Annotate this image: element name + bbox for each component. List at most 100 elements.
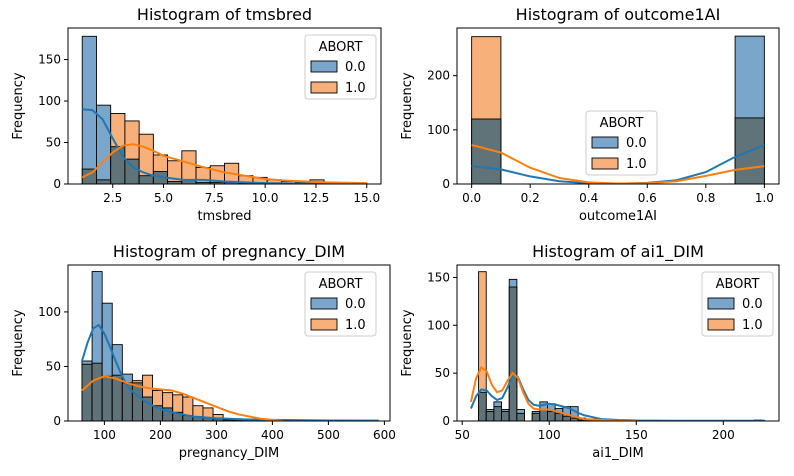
bar-overlap-3 (493, 406, 503, 421)
x-tick-label: 100 (93, 428, 116, 442)
x-tick-label: 100 (538, 428, 561, 442)
y-tick-label: 0 (53, 177, 61, 191)
y-tick-label: 50 (46, 136, 61, 150)
x-tick-label: 0.6 (638, 191, 657, 205)
x-tick-label: 15.0 (353, 191, 380, 205)
bar-overlap-3 (124, 158, 140, 184)
legend-swatch-0.0 (707, 297, 735, 310)
kde-line-1.0 (81, 143, 367, 184)
chart-title: Histogram of ai1_DIM (532, 242, 704, 262)
subplot-2: 0.0 0.2 0.4 0.6 0.8 1.0 0 100 200 Histogram of ou… (400, 5, 780, 224)
x-axis-label: tmsbred (197, 209, 251, 224)
legend-title: ABORT (319, 40, 363, 55)
x-tick-label: 500 (317, 428, 340, 442)
x-tick-label: 2.5 (103, 191, 122, 205)
kde-line-1.0 (471, 144, 765, 184)
bar-overlap-1 (91, 362, 103, 421)
x-tick-label: 12.5 (303, 191, 330, 205)
y-tick-label: 100 (427, 123, 450, 137)
kde-line-1.0 (81, 375, 284, 421)
x-tick-label: 200 (149, 428, 172, 442)
legend-label: 1.0 (345, 81, 366, 96)
legend-swatch-1.0 (310, 81, 338, 94)
legend-title: ABORT (600, 116, 644, 131)
x-tick-label: 5.0 (154, 191, 173, 205)
legend-label: 0.0 (345, 297, 366, 312)
legend: ABORT 0.0 1.0 (585, 110, 658, 176)
bar-overlap-1 (478, 391, 487, 421)
bar-overlap-4 (501, 410, 510, 421)
legend-label: 0.0 (345, 60, 366, 75)
legend-label: 0.0 (742, 297, 763, 312)
bar-overlap-2 (485, 410, 495, 421)
chart-title: Histogram of outcome1AI (516, 5, 721, 24)
bar-overlap-11 (554, 412, 564, 421)
axes-frame (456, 27, 780, 185)
axes-frame (67, 27, 382, 185)
y-tick-label: 50 (435, 366, 450, 380)
y-tick-label: 0 (442, 414, 450, 428)
y-tick-label: 150 (38, 53, 61, 67)
x-axis-label: ai1_DIM (592, 446, 643, 461)
plot-area (81, 271, 379, 421)
y-tick-label: 100 (38, 305, 61, 319)
legend-title: ABORT (716, 277, 760, 292)
y-axis-label: Frequency (11, 309, 26, 376)
y-tick-label: 100 (427, 318, 450, 332)
plot-area (471, 35, 765, 184)
legend: ABORT 0.0 1.0 (304, 34, 377, 100)
y-tick-label: 50 (46, 359, 61, 373)
kde-line-0.0 (82, 108, 367, 184)
subplot-3: 100 200 300 400 500 600 0 50 100 Histogram of pre… (11, 242, 396, 461)
bar-overlap-5 (508, 286, 518, 421)
legend-label: 1.0 (626, 157, 647, 172)
x-tick-label: 300 (205, 428, 228, 442)
bar-overlap-4 (138, 175, 154, 184)
bar-overlap-1 (96, 179, 112, 184)
x-tick-label: 1.0 (755, 191, 774, 205)
y-tick-label: 100 (38, 94, 61, 108)
x-tick-label: 0.4 (579, 191, 598, 205)
y-tick-label: 0 (53, 414, 61, 428)
y-tick-label: 200 (427, 69, 450, 83)
legend-title: ABORT (319, 277, 363, 292)
x-tick-label: 600 (373, 428, 396, 442)
y-tick-label: 0 (442, 177, 450, 191)
x-tick-label: 150 (625, 428, 648, 442)
chart-title: Histogram of pregnancy_DIM (113, 242, 345, 262)
legend-swatch-1.0 (591, 157, 619, 170)
x-tick-label: 200 (712, 428, 735, 442)
x-tick-label: 400 (261, 428, 284, 442)
kde-line-0.0 (81, 323, 379, 421)
y-axis-label: Frequency (11, 72, 26, 139)
bar-overlap-8 (531, 412, 541, 421)
legend-swatch-1.0 (707, 318, 735, 331)
bar-overlap-3 (111, 374, 123, 421)
legend-swatch-0.0 (591, 136, 619, 149)
axes-frame (67, 264, 391, 422)
legend-swatch-0.0 (310, 297, 338, 310)
y-tick-label: 150 (427, 270, 450, 284)
bar-1.0-6 (167, 160, 183, 184)
legend: ABORT 0.0 1.0 (304, 271, 377, 337)
bar-overlap-10 (547, 410, 556, 421)
x-tick-label: 7.5 (205, 191, 224, 205)
legend: ABORT 0.0 1.0 (701, 271, 774, 337)
chart-title: Histogram of tmsbred (137, 5, 312, 24)
x-tick-label: 0.0 (462, 191, 481, 205)
bar-1.0-8 (195, 166, 211, 184)
x-axis-label: outcome1AI (579, 209, 657, 224)
bar-overlap-9 (539, 409, 548, 421)
plot-area (469, 271, 766, 421)
subplot-4: 50 100 150 200 0 50 100 150 Histogram of ai1_DIM… (400, 242, 780, 461)
legend-label: 0.0 (626, 136, 647, 151)
x-tick-label: 50 (455, 428, 470, 442)
kde-line-1.0 (469, 365, 637, 421)
bar-overlap-5 (131, 382, 143, 421)
legend-label: 1.0 (345, 318, 366, 333)
subplot-1: 2.5 5.0 7.5 10.0 12.5 15.0 0 50 100 150 Histogram … (11, 5, 382, 224)
x-axis-label: pregnancy_DIM (179, 446, 279, 461)
axes-frame (456, 264, 780, 422)
legend-swatch-1.0 (310, 318, 338, 331)
